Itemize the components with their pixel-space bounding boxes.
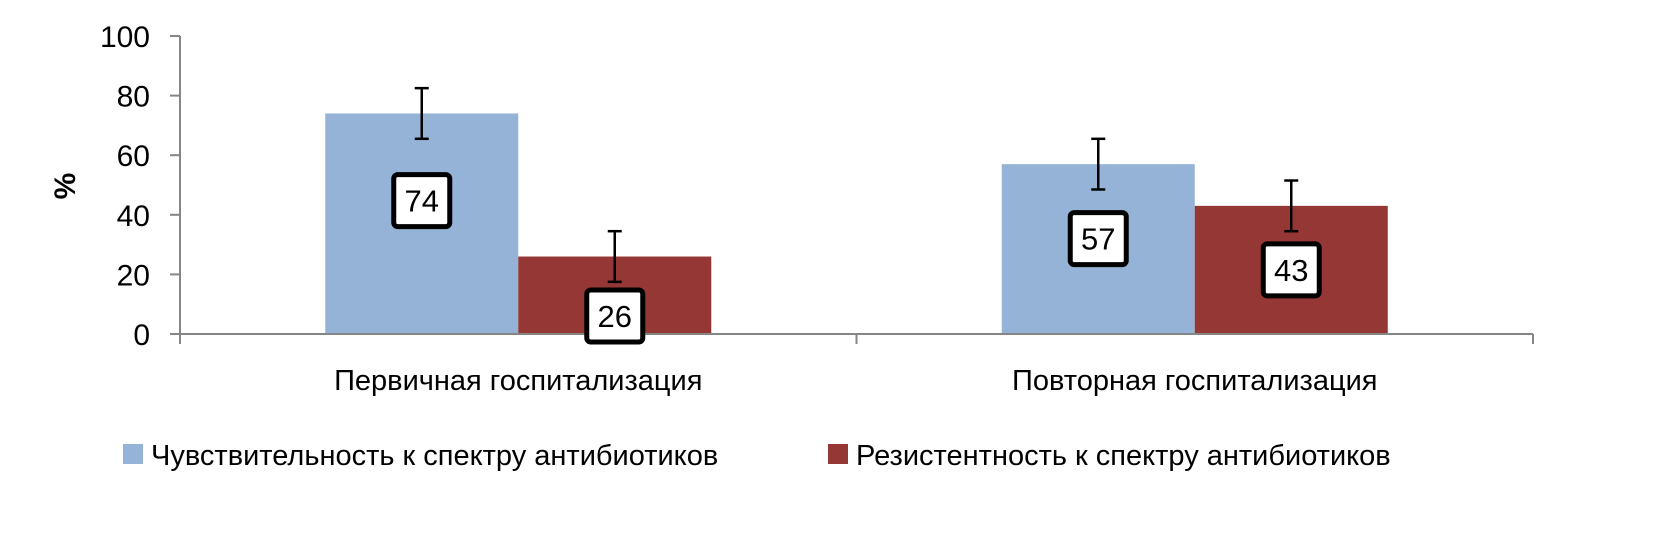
x-category-label: Повторная госпитализация (1012, 365, 1377, 397)
x-ticks-layer: Первичная госпитализация Повторная госпит… (179, 334, 1534, 397)
y-tick-label: 20 (117, 259, 150, 292)
legend-label: Резистентность к спектру антибиотиков (856, 440, 1391, 472)
legend-swatch (123, 444, 143, 464)
x-category-label: Первичная госпитализация (334, 365, 702, 397)
legend-swatch (828, 444, 848, 464)
legend: Чувствительность к спектру антибиотиков Р… (123, 440, 1391, 472)
y-axis-title: % (49, 173, 82, 200)
data-label-box (584, 287, 646, 345)
y-tick-label: 80 (117, 81, 150, 114)
data-label-box (1260, 241, 1322, 299)
data-label: 43 (1274, 253, 1308, 288)
y-ticks-layer: 0 20 40 60 80 100 (100, 21, 180, 352)
data-label: 57 (1081, 222, 1115, 257)
data-label-box (391, 172, 453, 230)
y-tick-label: 100 (100, 21, 150, 54)
data-label: 74 (405, 184, 439, 219)
y-tick-label: 60 (117, 140, 150, 173)
y-tick-label: 40 (117, 200, 150, 233)
data-labels-layer: 74 26 57 43 (391, 172, 1322, 345)
data-label: 26 (598, 299, 632, 334)
data-label-box (1067, 210, 1129, 268)
bars-layer (325, 113, 1388, 334)
legend-label: Чувствительность к спектру антибиотиков (151, 440, 718, 472)
error-bars-layer (414, 86, 1299, 284)
y-tick-label: 0 (133, 319, 150, 352)
